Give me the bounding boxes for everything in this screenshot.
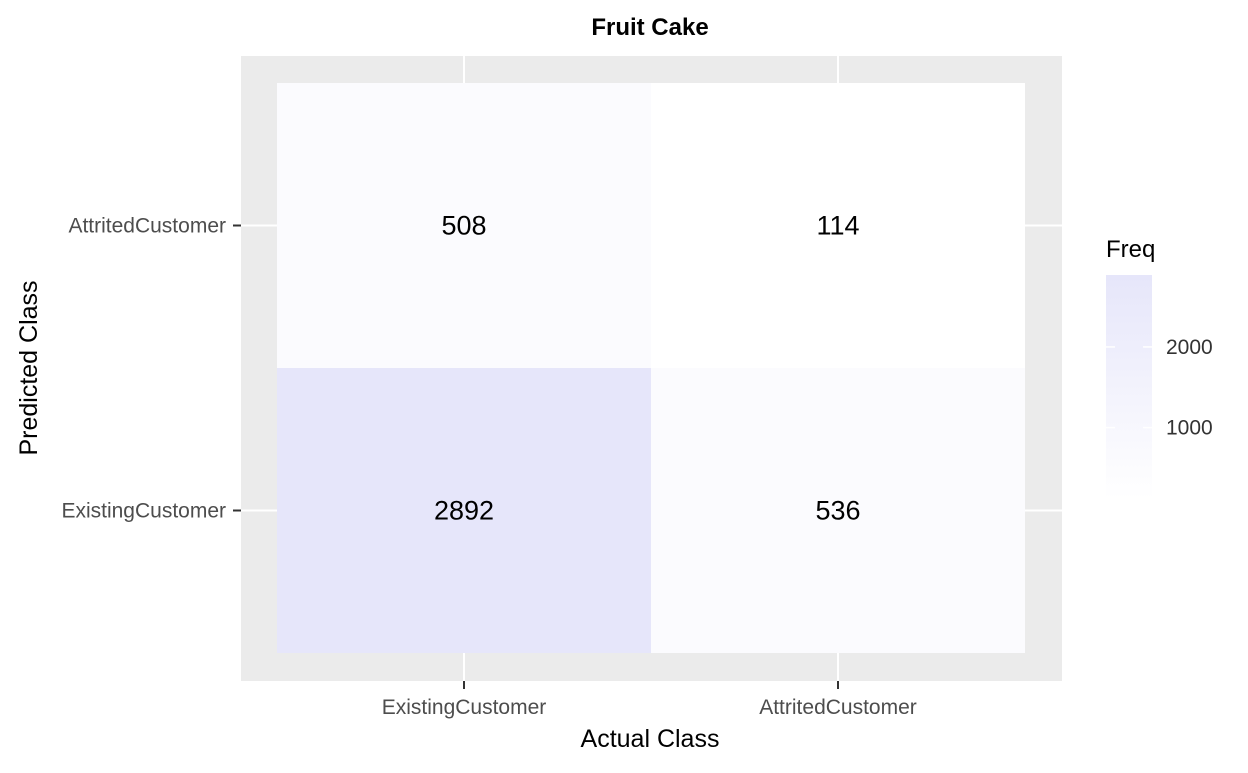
cell-value-label: 114 (816, 211, 859, 241)
heatmap-tile (651, 368, 1025, 653)
heatmap-tile (277, 368, 651, 653)
legend-tick-label: 2000 (1166, 336, 1213, 359)
legend: 1000 2000 (1106, 275, 1213, 499)
x-tick-label: ExistingCustomer (382, 696, 547, 719)
heatmap-tile (277, 83, 651, 368)
y-tick-label: AttritedCustomer (68, 215, 226, 238)
heatmap-tile (651, 83, 1025, 368)
cell-value-label: 508 (441, 211, 486, 241)
cell-value-label: 536 (815, 496, 860, 526)
legend-tick-label: 1000 (1166, 417, 1213, 440)
y-tick-label: ExistingCustomer (61, 500, 226, 523)
y-axis-title: Predicted Class (15, 280, 43, 455)
legend-title: Freq (1106, 236, 1155, 263)
cell-value-label: 2892 (434, 496, 494, 526)
x-axis-title: Actual Class (581, 725, 720, 753)
x-tick-label: AttritedCustomer (759, 696, 917, 719)
legend-colorbar (1106, 275, 1152, 499)
plot-panel: 508 114 2892 536 ExistingCustomer AttritedCus… (61, 56, 1062, 719)
chart-title: Fruit Cake (591, 14, 708, 41)
